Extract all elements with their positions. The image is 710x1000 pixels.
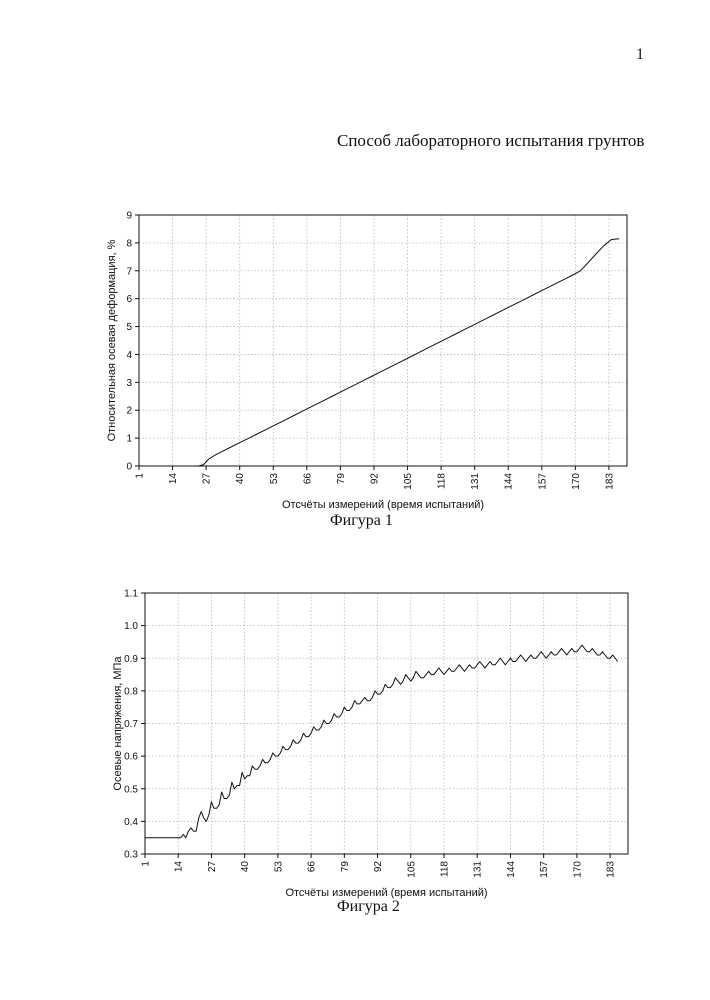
y-axis-title: Относительная осевая деформация, % — [106, 239, 118, 441]
x-tick-label: 118 — [437, 473, 448, 489]
y-tick-label: 9 — [126, 211, 132, 222]
figure-2-chart: 0.3 0.4 0.5 0.6 0.7 0.8 0.9 1.0 1.1 1 14 27 40 53 66 79… — [0, 580, 710, 900]
x-tick-label: 14 — [174, 861, 185, 873]
y-axis-title: Осевые напряжения, МПа — [112, 656, 124, 791]
x-tick-label: 79 — [340, 861, 351, 873]
x-tick-label: 92 — [373, 861, 384, 873]
y-tick-label: 1.1 — [124, 589, 138, 600]
y-tick-label: 5 — [126, 322, 132, 333]
x-tick-label: 105 — [403, 473, 414, 490]
y-tick-label: 0.5 — [124, 784, 138, 795]
x-tick-label: 105 — [406, 861, 417, 878]
figure-2-caption: Фигура 2 — [337, 898, 400, 916]
x-tick-label: 40 — [235, 473, 246, 485]
x-tick-label: 183 — [604, 473, 615, 490]
x-tick-label: 170 — [571, 473, 582, 490]
x-tick-label: 92 — [369, 473, 380, 485]
x-tick-label: 40 — [240, 861, 251, 873]
y-tick-label: 7 — [126, 266, 132, 277]
x-tick-label: 53 — [273, 861, 284, 873]
x-tick-label: 131 — [473, 861, 484, 878]
x-tick-label: 66 — [307, 861, 318, 873]
x-tick-label: 157 — [537, 473, 548, 490]
x-tick-label: 144 — [506, 861, 517, 878]
x-tick-label: 14 — [168, 473, 179, 485]
x-tick-label: 131 — [470, 473, 481, 490]
x-tick-label: 157 — [539, 861, 550, 878]
x-axis-title: Отсчёты измерений (время испытаний) — [282, 499, 484, 511]
x-tick-label: 118 — [440, 861, 451, 877]
y-tick-label: 1.0 — [124, 621, 138, 632]
x-tick-label: 66 — [302, 473, 313, 485]
y-tick-label: 0.3 — [124, 850, 138, 861]
x-tick-label: 144 — [504, 473, 515, 490]
x-tick-label: 27 — [207, 861, 218, 873]
y-tick-label: 0.8 — [124, 686, 138, 697]
x-tick-label: 53 — [269, 473, 280, 485]
y-tick-label: 6 — [126, 294, 132, 305]
y-tick-label: 0.7 — [124, 719, 138, 730]
y-tick-label: 1 — [126, 434, 132, 445]
y-tick-label: 8 — [126, 238, 132, 249]
y-tick-label: 4 — [126, 350, 132, 361]
y-tick-label: 0.9 — [124, 654, 138, 665]
x-tick-label: 27 — [202, 473, 213, 485]
document-title: Способ лабораторного испытания грунтов — [337, 131, 644, 151]
x-tick-label: 1 — [135, 473, 146, 479]
figure-1-chart: 0123456789114274053667992105118131144157… — [0, 195, 710, 515]
series-line — [145, 645, 618, 838]
x-tick-label: 79 — [336, 473, 347, 485]
x-tick-label: 1 — [141, 861, 152, 867]
y-tick-label: 2 — [126, 406, 132, 417]
y-tick-label: 3 — [126, 378, 132, 389]
figure-1-caption: Фигура 1 — [330, 512, 393, 530]
y-tick-label: 0.6 — [124, 752, 138, 763]
series-line — [139, 239, 619, 466]
y-tick-label: 0 — [126, 462, 132, 473]
y-tick-label: 0.4 — [124, 817, 138, 828]
page-number: 1 — [636, 46, 644, 64]
x-tick-label: 170 — [572, 861, 583, 878]
x-tick-label: 183 — [606, 861, 617, 878]
plot-frame — [139, 215, 627, 466]
